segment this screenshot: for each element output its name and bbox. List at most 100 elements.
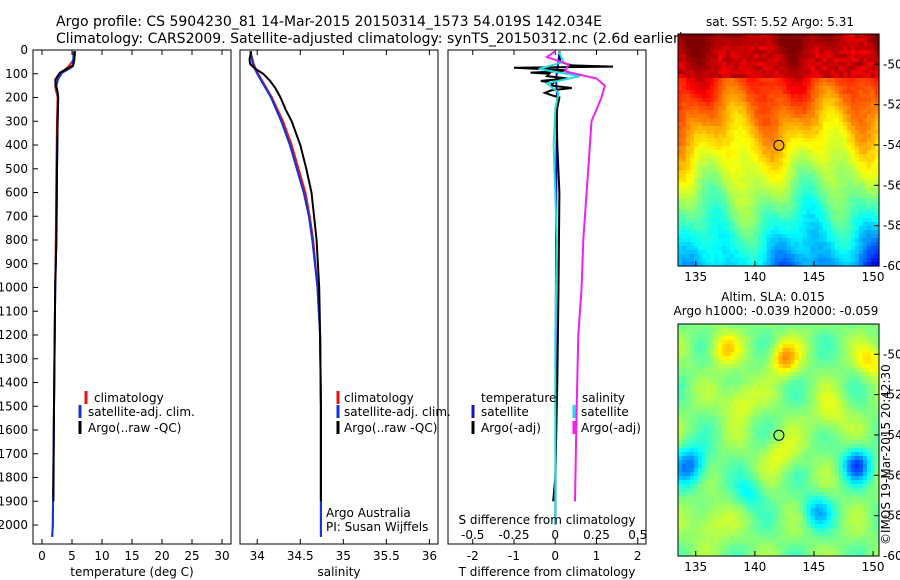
- map-cell: [850, 150, 856, 155]
- map-cell: [838, 254, 844, 259]
- map-cell: [842, 336, 848, 341]
- map-cell: [766, 250, 772, 255]
- map-cell: [690, 328, 695, 333]
- map-cell: [678, 50, 683, 55]
- map-cell: [862, 384, 868, 389]
- map-cell: [798, 352, 804, 357]
- map-cell: [746, 226, 751, 231]
- map-cell: [758, 412, 764, 417]
- map-cell: [750, 432, 755, 437]
- map-cell: [794, 150, 800, 155]
- map-cell: [870, 238, 876, 243]
- map-cell: [866, 412, 872, 417]
- map-cell: [738, 154, 743, 159]
- map-cell: [778, 206, 784, 211]
- map-cell: [770, 242, 776, 247]
- x-tick-label: 34: [250, 549, 265, 563]
- map-cell: [778, 122, 784, 127]
- map-cell: [786, 226, 792, 231]
- map-cell: [794, 126, 800, 131]
- map-cell: [854, 210, 860, 215]
- map-cell: [858, 198, 864, 203]
- map-cell: [706, 50, 711, 55]
- map-cell: [726, 150, 731, 155]
- map-cell: [838, 54, 844, 59]
- map-cell: [814, 154, 820, 159]
- map-cell: [694, 432, 699, 437]
- map-cell: [722, 86, 727, 91]
- map-cell: [842, 424, 848, 429]
- map-cell: [834, 42, 840, 47]
- map-cell: [830, 90, 836, 95]
- map-cell: [846, 82, 852, 87]
- map-cell: [738, 118, 743, 123]
- map-cell: [746, 230, 751, 235]
- map-cell: [706, 218, 711, 223]
- map-cell: [706, 70, 711, 75]
- map-cell: [858, 340, 864, 345]
- map-cell: [762, 262, 768, 267]
- map-cell: [774, 242, 780, 247]
- map-cell: [766, 476, 772, 481]
- map-cell: [794, 420, 800, 425]
- map-cell: [678, 162, 683, 167]
- map-cell: [702, 210, 707, 215]
- map-cell: [854, 58, 860, 63]
- map-cell: [714, 166, 719, 171]
- map-cell: [826, 460, 832, 465]
- map-cell: [786, 456, 792, 461]
- map-cell: [726, 178, 731, 183]
- map-cell: [854, 82, 860, 87]
- map-cell: [814, 162, 820, 167]
- map-cell: [834, 360, 840, 365]
- map-cell: [758, 384, 764, 389]
- map-cell: [770, 328, 776, 333]
- map-cell: [866, 82, 872, 87]
- map-cell: [858, 246, 864, 251]
- map-cell: [738, 122, 743, 127]
- map-cell: [790, 254, 796, 259]
- map-cell: [770, 356, 776, 361]
- map-cell: [858, 146, 864, 151]
- map-cell: [758, 142, 764, 147]
- map-cell: [838, 400, 844, 405]
- map-cell: [826, 214, 832, 219]
- map-cell: [838, 456, 844, 461]
- map-cell: [762, 404, 768, 409]
- map-cell: [814, 436, 820, 441]
- map-cell: [778, 166, 784, 171]
- map-cell: [738, 432, 743, 437]
- map-cell: [730, 472, 735, 477]
- map-cell: [726, 186, 731, 191]
- map-cell: [758, 364, 764, 369]
- map-cell: [830, 78, 836, 83]
- map-cell: [810, 246, 816, 251]
- map-cell: [826, 102, 832, 107]
- map-cell: [834, 380, 840, 385]
- map-cell: [854, 432, 860, 437]
- map-cell: [798, 86, 804, 91]
- map-cell: [686, 352, 691, 357]
- map-cell: [782, 258, 788, 263]
- map-cell: [722, 440, 727, 445]
- map-cell: [714, 336, 719, 341]
- map-cell: [846, 468, 852, 473]
- map-cell: [734, 352, 739, 357]
- map-cell: [782, 210, 788, 215]
- map-cell: [830, 206, 836, 211]
- map-cell: [754, 162, 759, 167]
- map-cell: [682, 42, 687, 47]
- map-cell: [734, 344, 739, 349]
- map-cell: [766, 324, 772, 329]
- map-cell: [790, 452, 796, 457]
- map-cell: [782, 452, 788, 457]
- map-cell: [702, 404, 707, 409]
- map-cell: [702, 464, 707, 469]
- map-cell: [862, 82, 868, 87]
- map-cell: [862, 194, 868, 199]
- map-cell: [742, 476, 747, 481]
- map-cell: [778, 202, 784, 207]
- map-cell: [750, 356, 755, 361]
- map-cell: [854, 400, 860, 405]
- map-cell: [870, 218, 876, 223]
